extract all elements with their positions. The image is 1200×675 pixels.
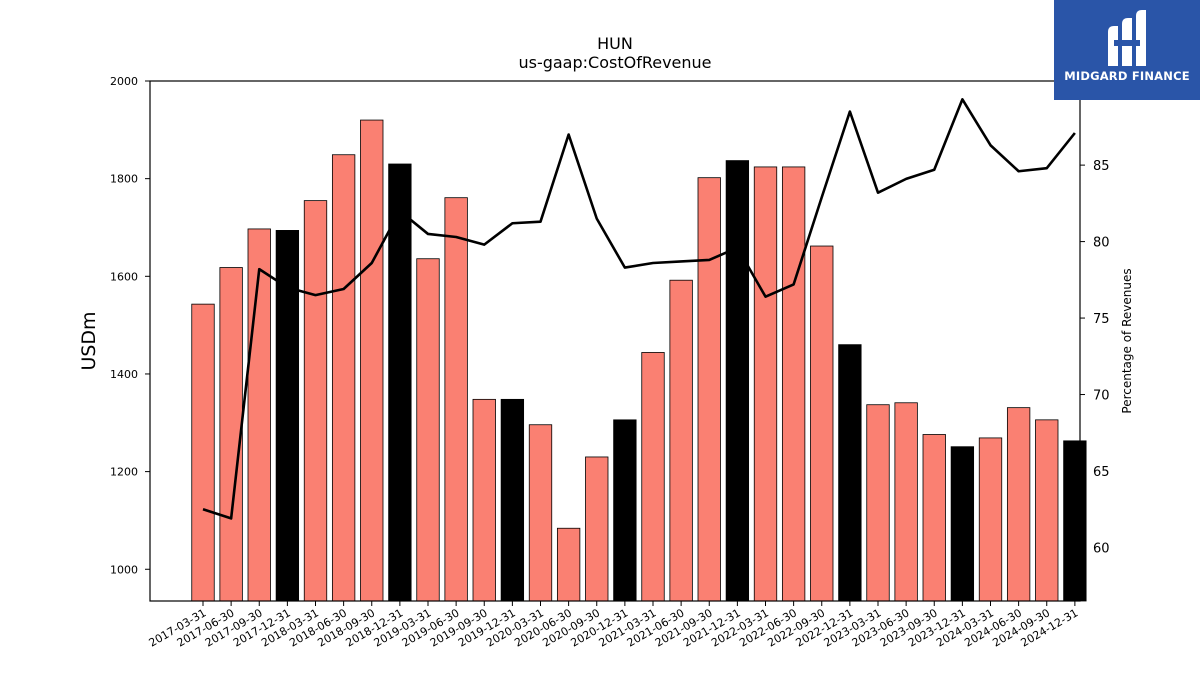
bar-2024-03-31 xyxy=(978,437,1003,602)
bar-2021-03-31 xyxy=(641,352,665,602)
bar-2019-06-30 xyxy=(444,197,468,602)
bar-2022-03-31 xyxy=(753,166,778,602)
y-tick-label: 2000 xyxy=(110,75,138,88)
y-tick-label: 1800 xyxy=(110,173,138,186)
bar-2022-12-31 xyxy=(838,344,862,602)
bar-2019-03-31 xyxy=(416,258,440,602)
y2-tick-label: 85 xyxy=(1093,159,1110,174)
bar-2020-09-30 xyxy=(585,456,609,602)
logo-text: MIDGARD FINANCE xyxy=(1064,69,1190,83)
bar-2022-09-30 xyxy=(810,245,834,602)
bar-2019-12-31 xyxy=(500,398,525,602)
plot-frame xyxy=(149,80,1081,602)
bar-2019-09-30 xyxy=(472,398,496,602)
bar-2021-06-30 xyxy=(669,279,693,602)
y-tick-label: 1400 xyxy=(110,368,138,381)
bar-2018-06-30 xyxy=(331,154,356,602)
bar-2024-12-31 xyxy=(1063,440,1087,602)
chart-subtitle: us-gaap:CostOfRevenue xyxy=(518,53,711,72)
midgard-logo-icon xyxy=(1108,10,1146,66)
y2-tick-label: 70 xyxy=(1093,389,1110,404)
bar-2022-06-30 xyxy=(781,166,806,602)
bar-2018-12-31 xyxy=(388,163,412,602)
y-tick-label: 1200 xyxy=(110,466,138,479)
bar-2024-06-30 xyxy=(1006,407,1031,602)
bar-2024-09-30 xyxy=(1035,419,1059,602)
y2-tick-label: 75 xyxy=(1093,312,1110,327)
midgard-finance-logo: MIDGARD FINANCE xyxy=(1054,0,1200,100)
y2-tick-label: 65 xyxy=(1093,465,1110,480)
y-axis-label: USDm xyxy=(78,311,100,370)
bar-2021-12-31 xyxy=(725,160,750,602)
bar-2023-12-31 xyxy=(950,446,975,602)
y2-tick-label: 60 xyxy=(1093,541,1110,556)
y2-axis-label: Percentage of Revenues xyxy=(1120,268,1134,413)
bar-2020-06-30 xyxy=(556,527,581,602)
bar-2018-09-30 xyxy=(360,119,384,602)
bar-2020-12-31 xyxy=(613,419,637,602)
chart-title: HUN xyxy=(597,34,633,53)
bar-2017-06-30 xyxy=(219,267,243,602)
bar-2023-06-30 xyxy=(894,402,918,602)
bar-2023-03-31 xyxy=(866,404,890,602)
bar-2017-03-31 xyxy=(191,303,215,602)
bar-2018-03-31 xyxy=(303,200,328,602)
y-tick-label: 1000 xyxy=(110,563,138,576)
bar-2021-09-30 xyxy=(697,177,721,602)
bar-2023-09-30 xyxy=(922,434,946,602)
bar-2020-03-31 xyxy=(528,424,553,602)
y2-tick-label: 80 xyxy=(1093,236,1110,251)
bar-2017-09-30 xyxy=(247,228,271,602)
y-tick-label: 1600 xyxy=(110,270,138,283)
percentage-line xyxy=(202,98,1076,520)
